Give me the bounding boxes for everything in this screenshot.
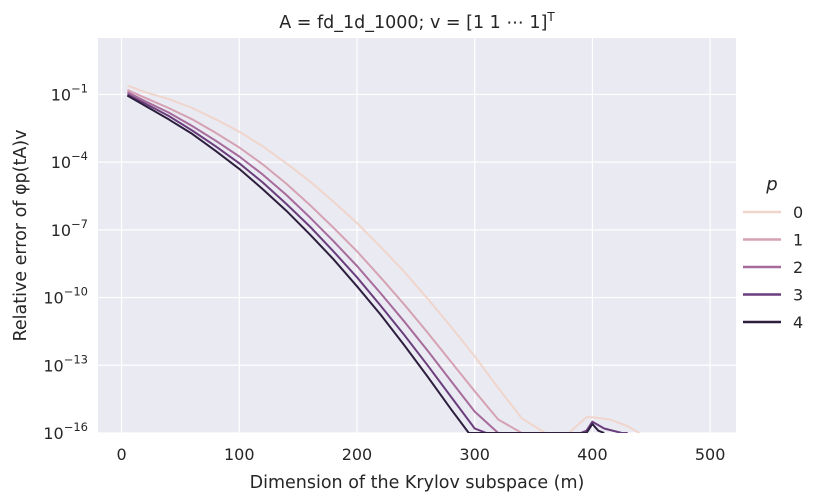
legend-item-p3: 3 bbox=[743, 286, 803, 305]
y-tick-label: 10−13 bbox=[43, 352, 88, 375]
x-axis-label: Dimension of the Krylov subspace (m) bbox=[250, 473, 585, 493]
legend-label: 1 bbox=[793, 231, 803, 250]
legend-item-p1: 1 bbox=[743, 231, 803, 250]
legend-label: 4 bbox=[793, 313, 803, 332]
y-tick-labels: 10−16 10−13 10−10 10−7 10−4 10−1 bbox=[43, 81, 88, 443]
y-tick-label: 10−16 bbox=[43, 420, 88, 443]
x-tick-label: 400 bbox=[577, 445, 608, 464]
y-tick-label: 10−7 bbox=[51, 217, 88, 240]
series-line-p1 bbox=[126, 88, 528, 433]
series-line-p3 bbox=[126, 93, 628, 433]
legend-item-p4: 4 bbox=[743, 313, 803, 332]
legend-label: 3 bbox=[793, 286, 803, 305]
chart-title-text: A = fd_1d_1000; v = [1 1 ⋯ 1] bbox=[279, 13, 547, 33]
x-tick-label: 300 bbox=[459, 445, 490, 464]
x-tick-label: 200 bbox=[342, 445, 373, 464]
legend-item-p0: 0 bbox=[743, 203, 803, 222]
legend: p 0 1 2 3 4 bbox=[743, 174, 803, 332]
series-line-p0 bbox=[127, 84, 640, 433]
legend-item-p2: 2 bbox=[743, 258, 803, 277]
grid-lines bbox=[98, 38, 736, 434]
series-line-p2 bbox=[126, 91, 505, 433]
legend-label: 0 bbox=[793, 203, 803, 222]
y-axis-label: Relative error of φp(tA)v bbox=[11, 130, 31, 342]
y-tick-label: 10−1 bbox=[51, 81, 88, 104]
x-tick-label: 0 bbox=[116, 445, 126, 464]
series-line-p4 bbox=[126, 94, 605, 433]
x-tick-label: 500 bbox=[695, 445, 726, 464]
legend-label: 2 bbox=[793, 258, 803, 277]
chart-title-superscript: T bbox=[546, 10, 555, 24]
series-lines bbox=[126, 84, 640, 433]
chart-title: A = fd_1d_1000; v = [1 1 ⋯ 1]T bbox=[279, 10, 555, 33]
x-tick-label: 100 bbox=[224, 445, 255, 464]
plot-background bbox=[98, 38, 736, 433]
x-tick-labels: 0 100 200 300 400 500 bbox=[116, 445, 725, 464]
y-tick-label: 10−10 bbox=[43, 285, 88, 308]
legend-title: p bbox=[765, 174, 777, 195]
y-tick-label: 10−4 bbox=[51, 149, 88, 172]
